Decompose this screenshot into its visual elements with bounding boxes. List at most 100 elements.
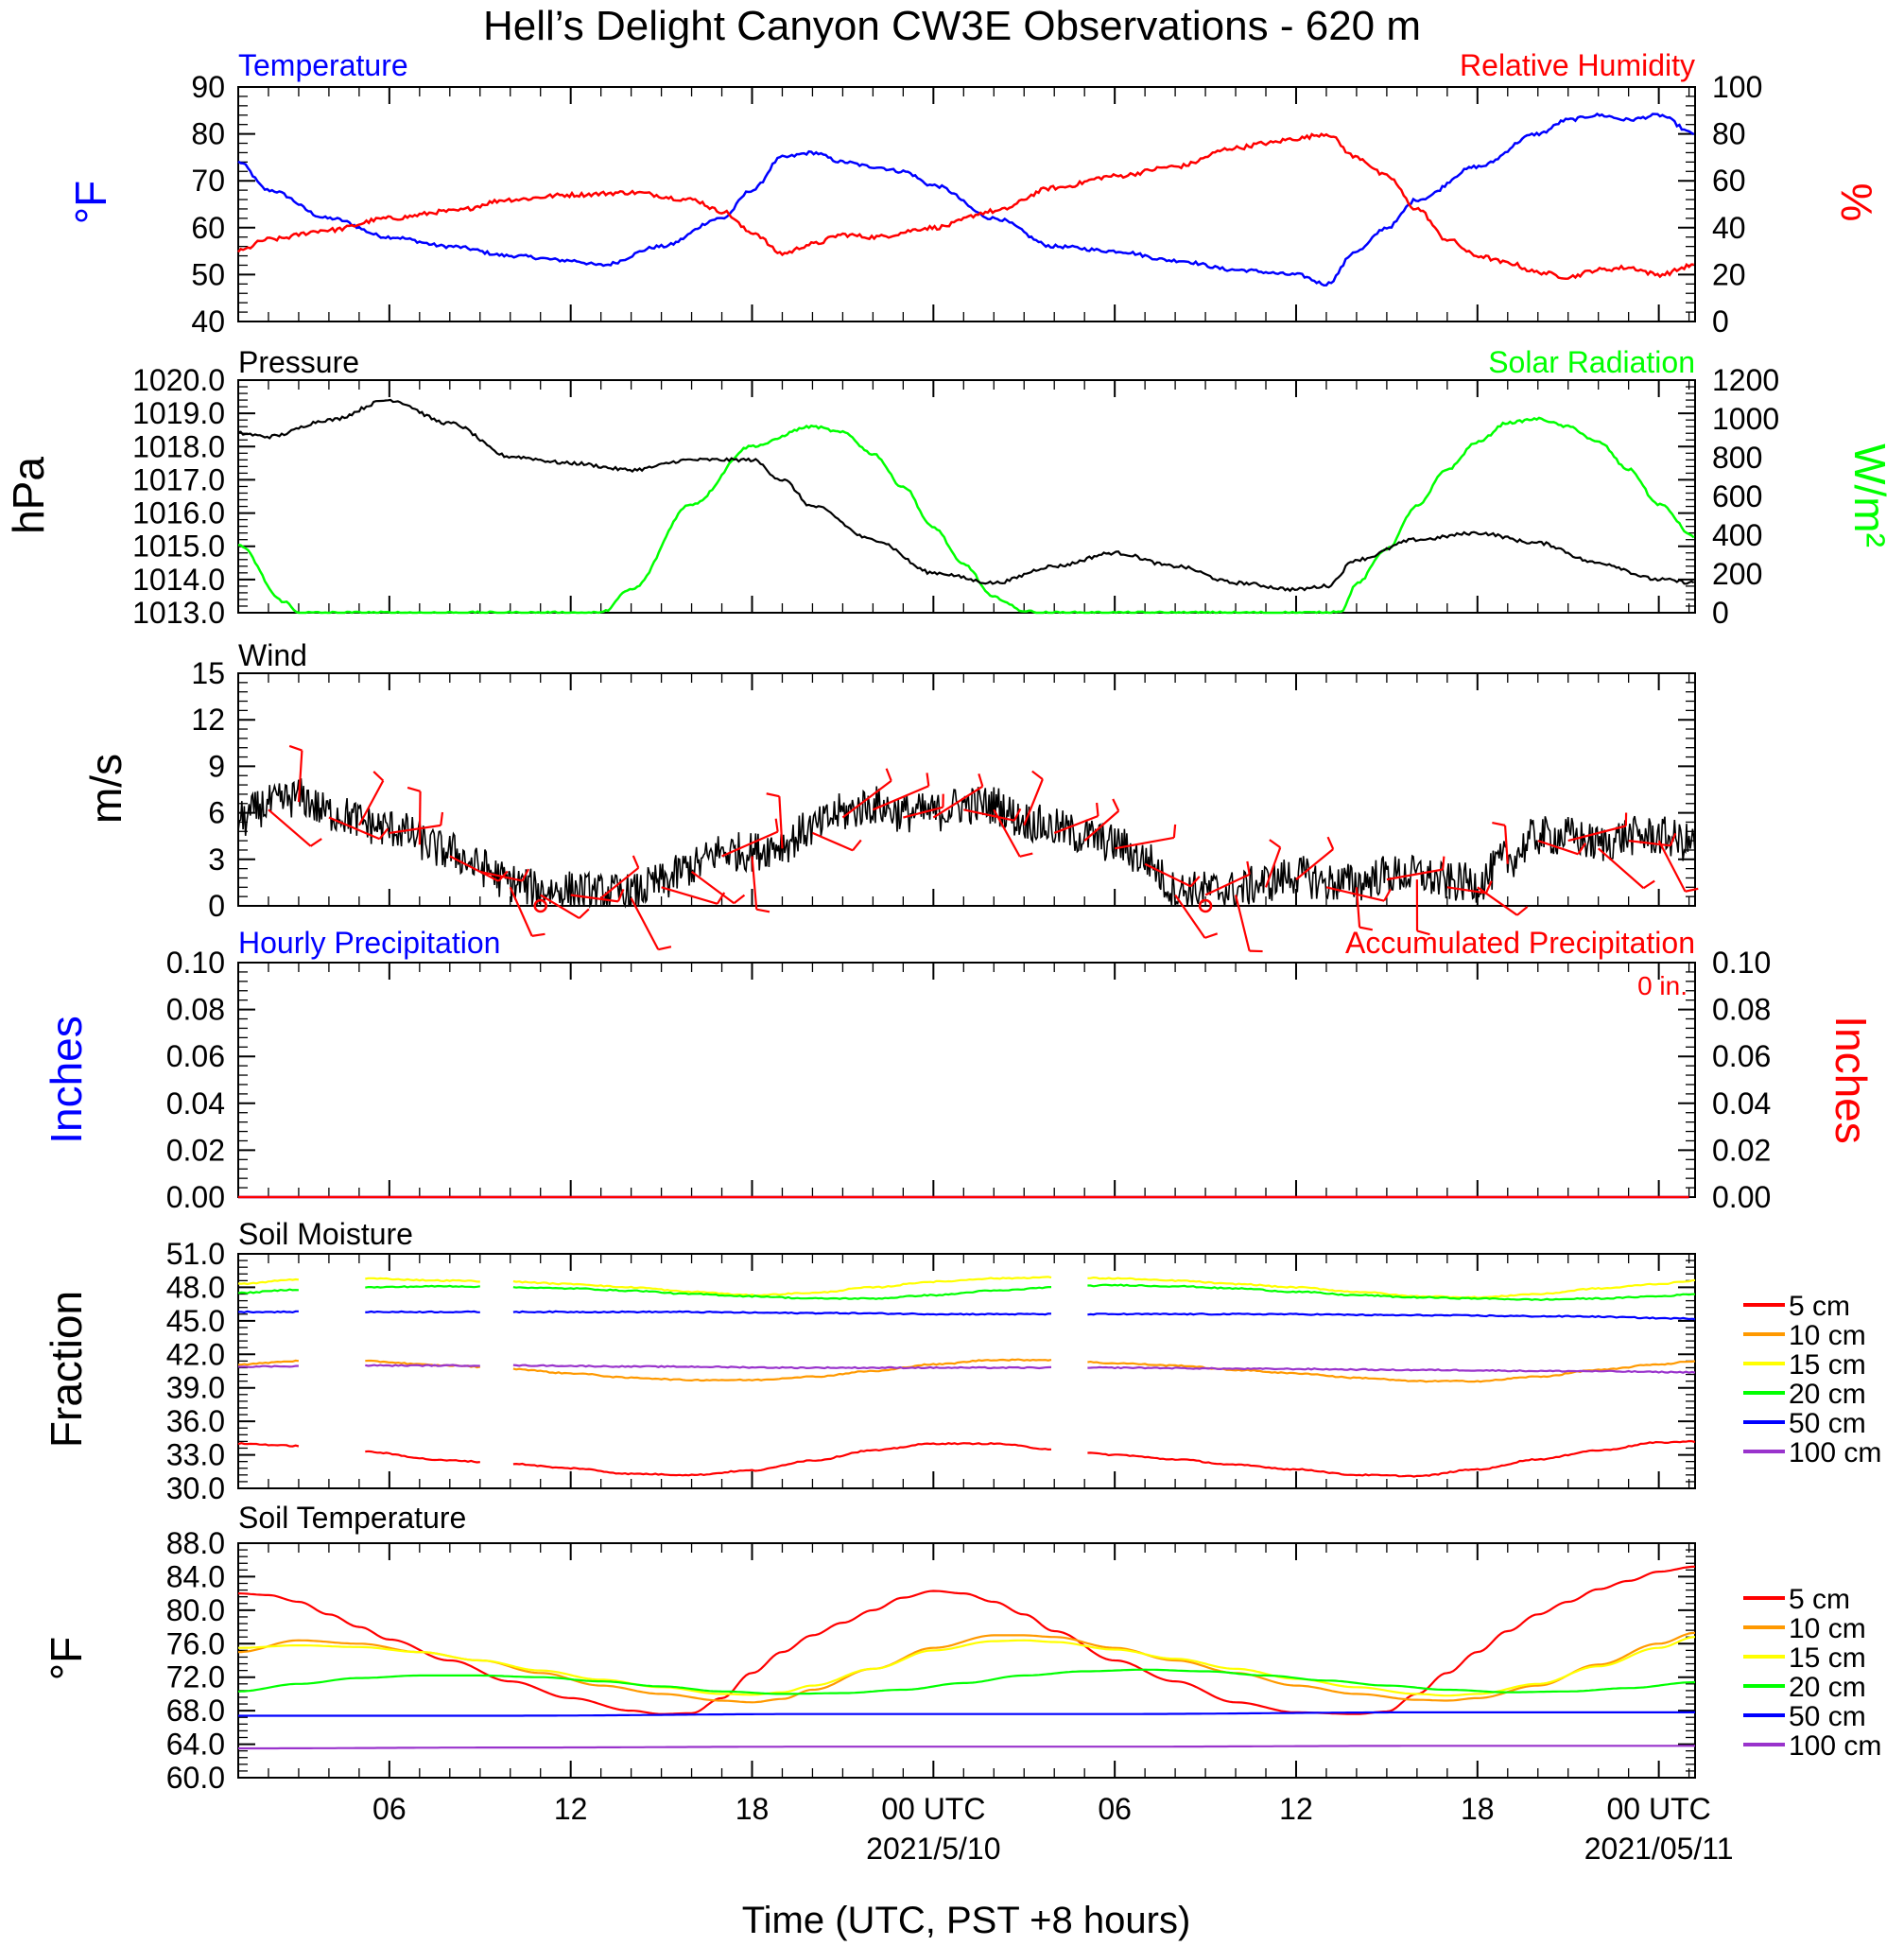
tick-label: 0 [1712,596,1729,630]
panel-wind: Wind m/s 0 3 6 9 12 15 [81,638,1699,953]
tick-label: 1013.0 [132,596,225,630]
tick-label: 60 [1712,164,1746,198]
pressure-ylabel: hPa [4,457,53,534]
wind-barb [841,779,892,819]
plot-frame [237,379,1696,614]
wind-barb [1355,887,1361,928]
wind-barb-flag [885,768,892,782]
wind-barb [751,856,758,910]
pressure-line [237,398,1695,593]
time-tick-label: 06 [372,1792,407,1826]
tick-label: 80 [191,117,225,151]
wind-barb [449,855,499,882]
precip-right-ticklabels: 0.00 0.02 0.04 0.06 0.08 0.10 [1712,946,1771,1214]
soil-moisture-title: Soil Moisture [238,1217,413,1251]
pressure-ticklabels: 1013.0 1014.0 1015.0 1016.0 1017.0 1018.… [132,363,225,630]
wind-barb [1264,846,1282,888]
wind-barb-flag [1484,880,1493,894]
tick-label: 1015.0 [132,530,225,564]
plot-frame [237,962,1696,1198]
rh-title: Relative Humidity [1460,48,1695,82]
soil-temp-ticklabels: 60.0 64.0 68.0 72.0 76.0 80.0 84.0 88.0 [166,1526,225,1795]
tick-label: 1020.0 [132,363,225,397]
tick-label: 80 [1712,117,1746,151]
tick-label: 0.04 [1712,1086,1771,1121]
soil-moisture-legend: 5 cm 10 cm 15 cm 20 cm 50 cm 100 cm [1743,1291,1881,1468]
pressure-axes [237,379,1696,614]
legend-label: 10 cm [1789,1613,1866,1644]
soil-temp-title: Soil Temperature [238,1501,466,1535]
time-tick-label: 00 UTC [1607,1792,1711,1826]
time-ticklabels: 06 12 18 00 UTC 06 12 18 00 UTC [372,1792,1711,1826]
tick-label: 39.0 [166,1371,225,1405]
calm-wind-marker [533,898,547,913]
wind-barb [1628,840,1671,847]
time-tick-label: 12 [554,1792,588,1826]
legend-label: 50 cm [1789,1701,1866,1732]
tick-label: 48.0 [166,1270,225,1304]
solar-ylabel: W/m² [1845,443,1895,547]
tick-label: 1019.0 [132,396,225,430]
figure-title: Hell’s Delight Canyon CW3E Observations … [483,3,1421,49]
rh-ylabel: % [1832,183,1881,222]
wind-barb-flag [774,818,779,832]
precip-axes [237,962,1696,1198]
solar-title: Solar Radiation [1488,345,1695,379]
wind-barb-flag [766,792,780,798]
wind-barb-flag [1189,876,1201,888]
date-label: 2021/5/10 [866,1832,1000,1866]
wind-barb [1174,894,1206,939]
wind-barb [690,871,736,905]
soil-temp-line [237,1668,1696,1695]
pressure-title: Pressure [238,345,359,379]
plot-frame [237,1542,1696,1779]
wind-barb-flag [407,786,421,792]
tick-label: 51.0 [166,1237,225,1271]
wind-barb [357,780,385,826]
tick-label: 64.0 [166,1728,225,1762]
plot-frame [237,1253,1696,1489]
soil-moisture-line [238,1310,1696,1321]
wind-barb-flag [1642,879,1655,890]
wind-barb-flag [926,773,930,787]
date-labels: 2021/5/10 2021/05/11 [866,1832,1733,1866]
calm-wind-marker [1198,898,1213,913]
temperature-line [237,112,1695,287]
wind-barb [1597,847,1645,890]
wind-barb-flag [1019,852,1033,858]
time-tick-label: 18 [1461,1792,1495,1826]
tick-label: 200 [1712,557,1762,591]
wind-barb [599,866,640,899]
tick-label: 1016.0 [132,496,225,530]
tick-label: 0.04 [166,1086,225,1121]
wind-barb [1083,809,1119,842]
wind-barb-flag [440,811,444,826]
wind-barb-flag [1246,860,1251,875]
soil-moisture-line [237,1276,1696,1299]
soil-moisture-line [237,1364,1696,1374]
tick-label: 15 [191,656,225,690]
tick-label: 90 [191,70,225,104]
tick-label: 0.06 [1712,1039,1771,1073]
wind-barb-flag [1416,930,1430,936]
wind-ticklabels: 0 3 6 9 12 15 [191,656,225,923]
wind-barb-flag [616,889,625,902]
soil-moisture-ticklabels: 30.0 33.0 36.0 39.0 42.0 45.0 48.0 51.0 [166,1237,225,1505]
wind-barb-flag [1685,887,1699,893]
precip-left-ticklabels: 0.00 0.02 0.04 0.06 0.08 0.10 [166,946,225,1214]
tick-label: 76.0 [166,1626,225,1660]
wind-barb [509,886,533,937]
soil-moisture-ylabel: Fraction [42,1291,91,1448]
legend-label: 10 cm [1789,1320,1866,1351]
time-tick-label: 00 UTC [881,1792,985,1826]
soil-temp-line [238,1711,1695,1717]
legend-label: 5 cm [1789,1291,1850,1322]
wind-barb-flag [1383,888,1392,902]
wind-barb-flag [1492,821,1506,826]
wind-barb [1567,825,1627,843]
tick-label: 400 [1712,518,1762,552]
soil-temp-line [237,1565,1696,1715]
wind-barb [903,806,943,819]
accum-precip-title: Accumulated Precipitation [1345,926,1695,960]
tick-label: 0.10 [1712,946,1771,980]
